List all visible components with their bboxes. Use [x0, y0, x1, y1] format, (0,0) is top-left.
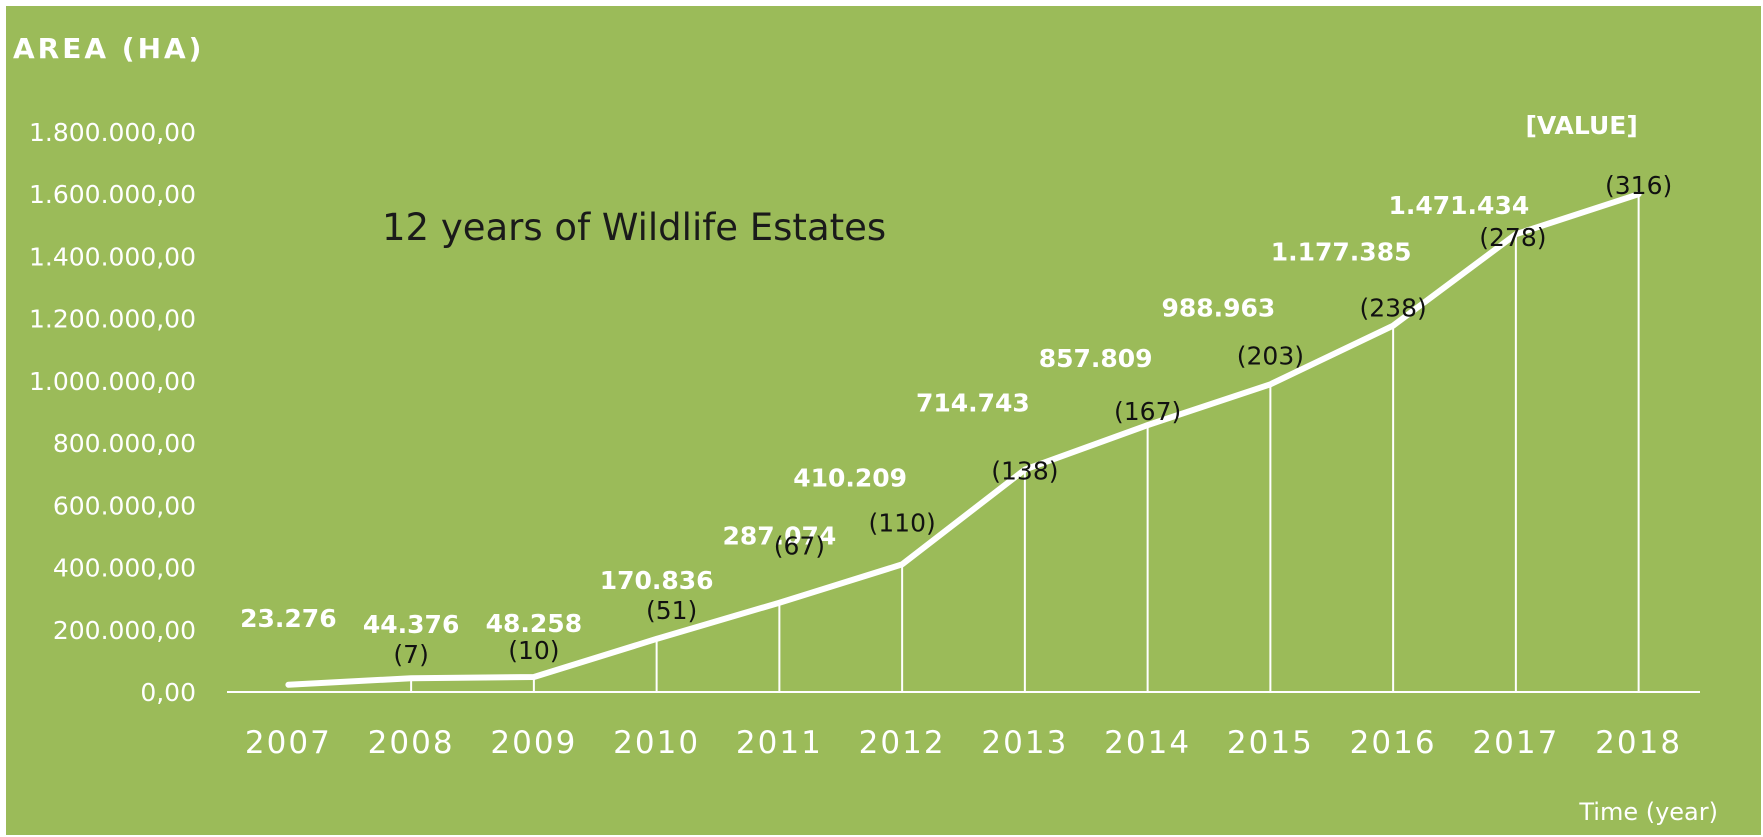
data-label-count: (110)	[869, 508, 936, 537]
data-label-count: (238)	[1360, 294, 1427, 323]
data-label-area: 714.743	[916, 389, 1030, 418]
data-label-count: (203)	[1237, 341, 1304, 370]
y-axis-ticks: 0,00 200.000,00 400.000,00 600.000,00 800.00…	[29, 118, 196, 707]
data-label-area: 48.258	[486, 609, 582, 638]
x-axis-ticks: 2007 2008 2009 2010 2011 2012 2013 2014 2015 2016…	[245, 725, 1682, 761]
value-labels: 23.276 44.376 48.258 170.836 287.074 410.209 7…	[240, 111, 1638, 639]
data-label-area: [VALUE]	[1525, 111, 1637, 140]
x-tick-label: 2011	[736, 725, 823, 761]
data-label-area: 857.809	[1039, 344, 1153, 373]
y-tick-label: 1.600.000,00	[29, 180, 196, 209]
y-tick-label: 1.000.000,00	[29, 367, 196, 396]
chart-area	[6, 6, 1761, 835]
data-label-count: (67)	[774, 532, 825, 561]
data-label-area: 23.276	[240, 604, 336, 633]
y-tick-label: 1.400.000,00	[29, 242, 196, 271]
y-tick-label: 1.200.000,00	[29, 305, 196, 334]
x-tick-label: 2017	[1472, 725, 1559, 761]
data-label-count: (51)	[646, 596, 697, 625]
data-label-count: (278)	[1479, 223, 1546, 252]
data-label-count: (316)	[1605, 171, 1672, 200]
x-tick-label: 2013	[981, 725, 1068, 761]
y-tick-label: 800.000,00	[53, 429, 196, 458]
data-label-count: (138)	[991, 457, 1058, 486]
data-label-count: (7)	[393, 640, 428, 669]
y-tick-label: 200.000,00	[53, 616, 196, 645]
series-line	[285, 191, 1642, 688]
drop-lines	[410, 194, 1640, 692]
data-label-area: 1.177.385	[1271, 238, 1412, 267]
data-label-area: 44.376	[363, 610, 459, 639]
y-axis-label: AREA (HA)	[13, 32, 205, 65]
data-label-area: 988.963	[1161, 293, 1275, 322]
x-tick-label: 2015	[1227, 725, 1314, 761]
y-tick-label: 600.000,00	[53, 491, 196, 520]
y-tick-label: 400.000,00	[53, 554, 196, 583]
x-tick-label: 2018	[1595, 725, 1682, 761]
data-label-count: (10)	[508, 636, 559, 665]
x-tick-label: 2008	[368, 725, 455, 761]
y-tick-label: 0,00	[140, 678, 196, 707]
x-tick-label: 2010	[613, 725, 700, 761]
y-tick-label: 1.800.000,00	[29, 118, 196, 147]
data-label-area: 410.209	[793, 463, 907, 492]
x-tick-label: 2012	[859, 725, 946, 761]
data-label-area: 287.074	[722, 522, 836, 551]
x-tick-label: 2016	[1350, 725, 1437, 761]
x-tick-label: 2009	[490, 725, 577, 761]
data-label-area: 170.836	[600, 566, 714, 595]
x-tick-label: 2014	[1104, 725, 1191, 761]
data-label-area: 1.471.434	[1388, 191, 1529, 220]
data-label-count: (167)	[1114, 397, 1181, 426]
count-labels: (7) (10) (51) (67) (110) (138) (167) (203) (238)…	[393, 171, 1672, 669]
x-axis-label: Time (year)	[1579, 798, 1718, 826]
chart-title: 12 years of Wildlife Estates	[382, 206, 887, 249]
x-tick-label: 2007	[245, 725, 332, 761]
